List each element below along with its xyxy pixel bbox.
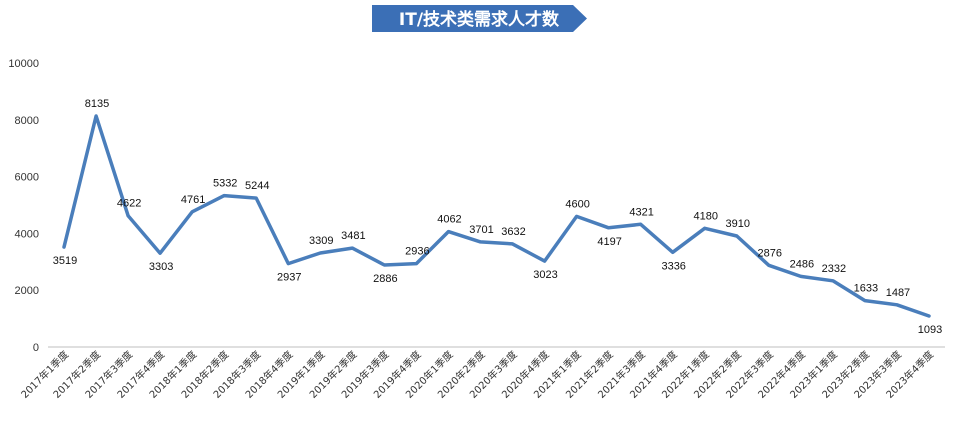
- data-label: 2886: [373, 273, 397, 285]
- data-point: [671, 250, 675, 254]
- data-point: [543, 259, 547, 263]
- series-line: [62, 114, 931, 318]
- data-point: [318, 251, 322, 255]
- title-banner-shape: [372, 5, 587, 32]
- data-point: [799, 274, 803, 278]
- data-point: [478, 240, 482, 244]
- y-tick-label: 10000: [8, 58, 39, 70]
- data-point: [222, 194, 226, 198]
- data-label: 4180: [693, 210, 717, 222]
- data-label: 8135: [85, 98, 109, 110]
- data-point: [607, 226, 611, 230]
- y-tick-label: 8000: [15, 115, 39, 127]
- data-label: 3519: [53, 255, 77, 267]
- y-tick-label: 6000: [15, 172, 39, 184]
- y-tick-label: 2000: [15, 285, 39, 297]
- data-point: [254, 196, 258, 200]
- data-label: 3336: [661, 260, 685, 272]
- data-label: 5332: [213, 178, 237, 190]
- data-point: [895, 303, 899, 307]
- data-point: [414, 262, 418, 266]
- data-point: [639, 222, 643, 226]
- data-point: [735, 234, 739, 238]
- series-group: [62, 114, 931, 318]
- data-point: [286, 262, 290, 266]
- data-point: [767, 263, 771, 267]
- data-label: 3632: [501, 226, 525, 238]
- data-label: 3481: [341, 230, 365, 242]
- data-label: 2936: [405, 246, 429, 258]
- data-label: 4761: [181, 194, 205, 206]
- y-tick-label: 0: [33, 342, 39, 354]
- data-point: [703, 226, 707, 230]
- chart-title-banner: IT/技术类需求人才数: [372, 5, 587, 32]
- data-point: [158, 251, 162, 255]
- data-label: 3023: [533, 269, 557, 281]
- data-label: 4622: [117, 198, 141, 210]
- data-label: 1633: [854, 283, 878, 295]
- data-point: [446, 230, 450, 234]
- data-point: [350, 246, 354, 250]
- data-label: 2937: [277, 272, 301, 284]
- data-label: 1093: [918, 324, 942, 336]
- data-point: [863, 299, 867, 303]
- data-label: 2876: [758, 247, 782, 259]
- data-point: [190, 210, 194, 214]
- data-point: [382, 263, 386, 267]
- data-point: [511, 242, 515, 246]
- data-label: 2332: [822, 263, 846, 275]
- data-label: 4321: [629, 206, 653, 218]
- data-label: 5244: [245, 180, 269, 192]
- data-label: 2486: [790, 258, 814, 270]
- data-point: [62, 245, 66, 249]
- x-axis: 2017年1季度2017年2季度2017年3季度2017年4季度2018年1季度…: [18, 348, 936, 401]
- data-label: 4197: [597, 236, 621, 248]
- data-point: [94, 114, 98, 118]
- data-label: 4600: [565, 198, 589, 210]
- data-label: 3701: [469, 224, 493, 236]
- data-label: 3309: [309, 235, 333, 247]
- data-label: 3303: [149, 261, 173, 273]
- data-point: [927, 314, 931, 318]
- y-tick-label: 4000: [15, 228, 39, 240]
- data-label: 4062: [437, 214, 461, 226]
- data-labels: 3519 8135 4622 3303 4761 5332 5244 2937 3309 3481…: [53, 98, 942, 336]
- y-axis: 0 2000 4000 6000 8000 10000: [8, 58, 39, 354]
- chart-title: IT/技术类需求人才数: [399, 9, 560, 30]
- data-label: 1487: [886, 287, 910, 299]
- data-label: 3910: [726, 218, 750, 230]
- data-point: [575, 214, 579, 218]
- data-point: [126, 214, 130, 218]
- data-point: [831, 279, 835, 283]
